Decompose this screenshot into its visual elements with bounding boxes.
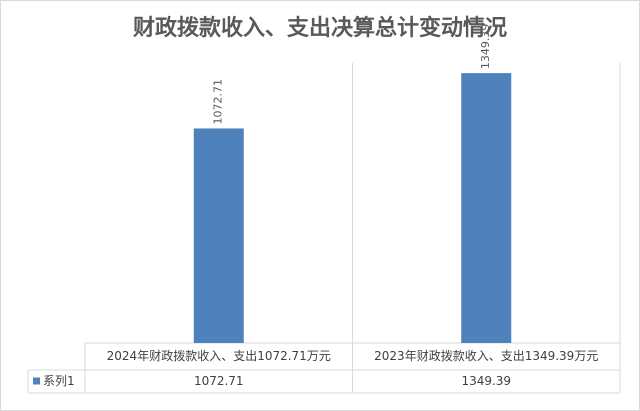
legend-label: 系列1 — [43, 374, 75, 388]
table-value: 1072.71 — [194, 374, 244, 388]
category-label: 2024年财政拨款收入、支出1072.71万元 — [107, 349, 331, 363]
value-label: 1072.71 — [212, 79, 225, 125]
category-label: 2023年财政拨款收入、支出1349.39万元 — [374, 349, 598, 363]
chart-title: 财政拨款收入、支出决算总计变动情况 — [133, 15, 507, 41]
legend-key — [33, 377, 40, 385]
table-value: 1349.39 — [461, 374, 511, 388]
bar — [461, 73, 512, 343]
value-label: 1349.39 — [479, 24, 492, 70]
bar — [193, 128, 244, 343]
